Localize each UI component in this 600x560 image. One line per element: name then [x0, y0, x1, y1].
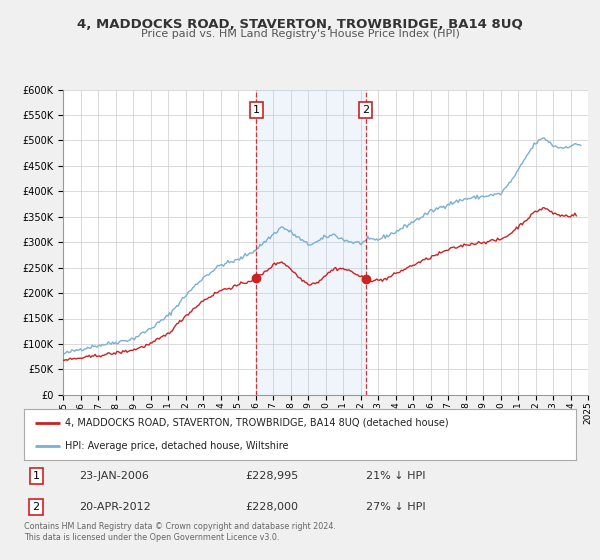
Text: HPI: Average price, detached house, Wiltshire: HPI: Average price, detached house, Wilt… [65, 441, 289, 451]
Text: 1: 1 [253, 105, 260, 115]
Text: Contains HM Land Registry data © Crown copyright and database right 2024.
This d: Contains HM Land Registry data © Crown c… [24, 522, 336, 542]
Text: 2: 2 [362, 105, 370, 115]
Bar [256, 90, 366, 395]
Text: £228,995: £228,995 [245, 471, 298, 481]
Text: 1: 1 [32, 471, 40, 481]
Text: 23-JAN-2006: 23-JAN-2006 [79, 471, 149, 481]
Text: £228,000: £228,000 [245, 502, 298, 512]
Text: 4, MADDOCKS ROAD, STAVERTON, TROWBRIDGE, BA14 8UQ (detached house): 4, MADDOCKS ROAD, STAVERTON, TROWBRIDGE,… [65, 418, 449, 428]
Text: 27% ↓ HPI: 27% ↓ HPI [366, 502, 426, 512]
Text: Price paid vs. HM Land Registry's House Price Index (HPI): Price paid vs. HM Land Registry's House … [140, 29, 460, 39]
Text: 20-APR-2012: 20-APR-2012 [79, 502, 151, 512]
Text: 2: 2 [32, 502, 40, 512]
Text: 21% ↓ HPI: 21% ↓ HPI [366, 471, 426, 481]
Text: 4, MADDOCKS ROAD, STAVERTON, TROWBRIDGE, BA14 8UQ: 4, MADDOCKS ROAD, STAVERTON, TROWBRIDGE,… [77, 18, 523, 31]
